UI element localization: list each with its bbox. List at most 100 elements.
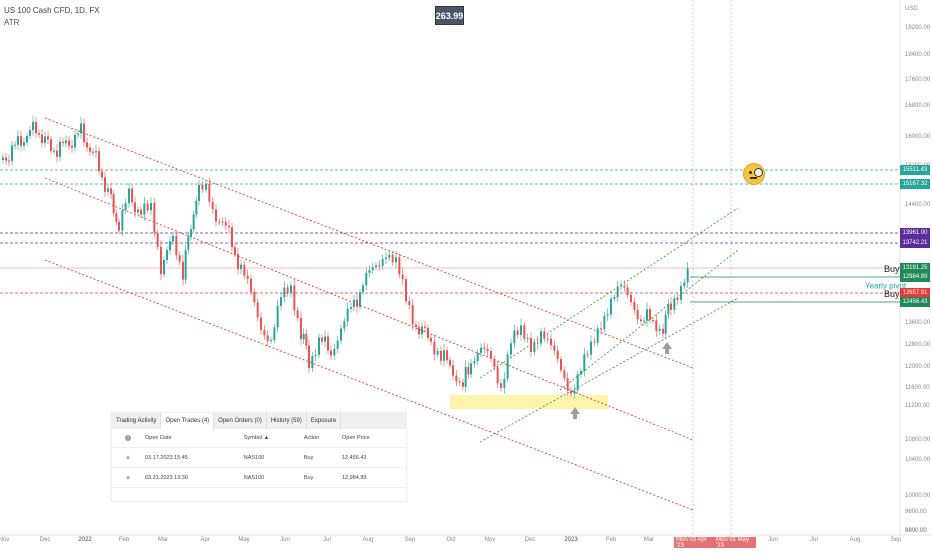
tab-open-orders[interactable]: Open Orders (0)	[214, 413, 267, 429]
candle-body	[118, 221, 120, 231]
price-axis-tick: 19200.00	[905, 25, 931, 31]
candle-body	[86, 142, 88, 148]
candle-body	[121, 210, 124, 231]
tag-icon[interactable]: ◈	[125, 454, 131, 461]
price-axis-tick: 18400.00	[905, 52, 931, 58]
tab-open-trades[interactable]: Open Trades (4)	[161, 413, 215, 429]
price-tag: 12657.91	[900, 288, 930, 298]
candle-body	[184, 249, 187, 280]
candle-body	[503, 378, 506, 388]
candle-body	[381, 259, 384, 266]
candle-body	[398, 257, 401, 275]
column-header-action[interactable]: Action	[302, 429, 341, 448]
candle-body	[92, 151, 94, 153]
time-axis-tick: Jun	[280, 537, 290, 543]
candle-body	[143, 203, 146, 215]
date-tag: Mon 01 May '23	[714, 537, 756, 549]
time-axis-tick: Jun	[768, 537, 778, 543]
price-axis-tick: 8800.00	[905, 528, 927, 534]
candle-body	[270, 340, 272, 342]
time-axis[interactable]: Nov Dec 2022 Feb Mar Apr May Jun Jul Aug Sep Oct Nov…	[0, 535, 902, 550]
table-row[interactable]: ◈ 03.31.2023 13:30 NAS100 Buy 12,984.89	[112, 467, 406, 488]
candle-body	[224, 221, 227, 226]
candle-body	[190, 229, 192, 237]
atr-value-badge: 263.99	[435, 6, 464, 25]
candle-body	[467, 367, 470, 375]
candle-body	[74, 134, 76, 148]
candle-body	[318, 337, 320, 355]
column-header-symbol[interactable]: Symbol ▲	[242, 429, 303, 448]
candle-body	[89, 147, 91, 152]
candle-body	[293, 285, 296, 311]
tab-exposure[interactable]: Exposure	[307, 413, 342, 429]
candle-body	[686, 268, 689, 283]
tab-trading-activity[interactable]: Trading Activity	[112, 413, 162, 429]
candle-body	[146, 203, 149, 211]
candle-body	[536, 342, 539, 344]
candle-body	[476, 352, 479, 362]
candle-body	[59, 141, 61, 157]
time-axis-tick: Jul	[323, 537, 331, 543]
time-axis-tick: Sep	[890, 537, 902, 543]
candle-body	[50, 139, 52, 152]
candle-body	[178, 255, 181, 262]
candle-body	[418, 327, 420, 335]
candle-body	[283, 287, 286, 298]
candle-body	[83, 123, 85, 143]
candle-body	[195, 200, 198, 215]
candle-body	[464, 367, 467, 387]
time-axis-tick: Dec	[524, 537, 536, 543]
candle-body	[368, 270, 371, 273]
table-row[interactable]: ◈ 03.17.2023 15:45 NAS100 Buy 12,456.43	[112, 447, 406, 468]
candle-body	[610, 298, 612, 315]
time-axis-tick: Aug	[849, 537, 861, 543]
column-header-open-date[interactable]: Open Date	[144, 429, 243, 448]
column-header-open-price[interactable]: Open Price	[340, 429, 406, 448]
candle-body	[362, 285, 364, 293]
price-tag: 12984.89	[900, 272, 930, 282]
candle-body	[356, 299, 358, 307]
candle-body	[330, 350, 332, 356]
candle-body	[533, 342, 536, 353]
open-price-cell: 12,456.43	[340, 447, 406, 468]
buy-annotation-2: Buy	[884, 289, 900, 299]
candle-body	[640, 319, 642, 322]
candle-body	[385, 257, 387, 260]
candle-body	[256, 302, 259, 318]
candle-body	[211, 201, 214, 210]
candle-body	[47, 136, 49, 140]
price-axis-tick: 11200.00	[905, 403, 930, 409]
monocle-emoji-icon[interactable]	[743, 163, 765, 185]
candle-body	[253, 291, 256, 303]
tag-icon[interactable]: ◈	[125, 474, 131, 481]
tab-history[interactable]: History (59)	[267, 413, 307, 429]
candle-body	[593, 341, 596, 343]
candle-body	[192, 214, 195, 230]
candle-body	[543, 331, 546, 339]
candle-body	[388, 254, 391, 258]
candle-body	[493, 358, 496, 368]
time-axis-tick: Oct	[446, 537, 456, 543]
candle-body	[23, 142, 25, 146]
candle-body	[440, 350, 442, 361]
candle-body	[62, 141, 64, 144]
candle-body	[371, 267, 374, 271]
candle-body	[333, 348, 336, 356]
candle-body	[286, 287, 289, 294]
candle-body	[150, 202, 152, 211]
tag-icon-cell: ◈	[112, 447, 144, 468]
date-tag: Mon 03 Apr '23	[674, 537, 718, 549]
demand-zone	[450, 395, 608, 409]
price-axis-tick: 10800.00	[905, 437, 931, 443]
candle-body	[305, 333, 308, 346]
candle-body	[276, 305, 279, 328]
candle-body	[175, 236, 178, 256]
yearly-pivot-annotation: Yearly pivot	[865, 281, 907, 291]
indicator-name: ATR	[4, 18, 20, 27]
candle-body	[449, 360, 451, 366]
candle-body	[636, 309, 639, 320]
time-axis-tick: Jul	[810, 537, 818, 543]
candle-body	[405, 279, 407, 302]
